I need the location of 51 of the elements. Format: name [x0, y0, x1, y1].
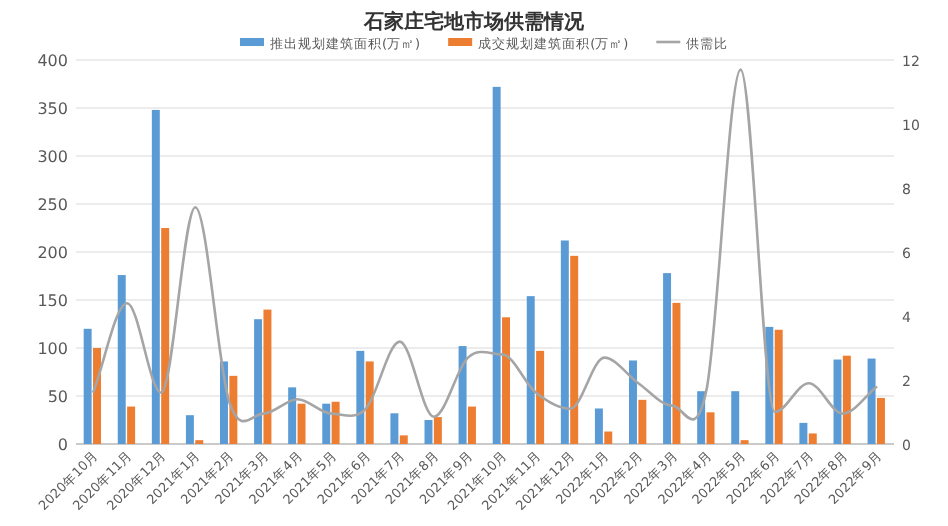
bar [322, 403, 331, 444]
bar [876, 397, 885, 444]
bar [390, 413, 399, 444]
y-tick-label: 100 [37, 340, 68, 358]
bar [536, 350, 545, 444]
bar [458, 346, 467, 444]
y-tick-label: 50 [47, 388, 68, 406]
chart-title: 石家庄宅地市场供需情况 [362, 10, 586, 34]
bar [433, 417, 442, 444]
bar [560, 240, 569, 444]
bar [799, 422, 808, 444]
bar [629, 360, 637, 444]
bar [117, 275, 126, 444]
bar [263, 309, 272, 444]
bar [706, 412, 715, 444]
bar [604, 431, 613, 444]
bar [808, 433, 817, 444]
bar [297, 403, 306, 444]
bar [254, 319, 263, 444]
y-tick-label: 400 [37, 52, 68, 70]
bar [663, 273, 672, 444]
bar [467, 406, 476, 444]
bar [502, 317, 511, 444]
bar [185, 415, 194, 444]
y-tick-label: 250 [37, 196, 68, 214]
y-tick-label: 0 [57, 436, 68, 454]
bar [331, 401, 340, 444]
bar [83, 328, 92, 444]
bar [594, 408, 603, 444]
bar [288, 387, 297, 444]
bar [774, 329, 783, 444]
bar [672, 302, 681, 444]
bar [356, 350, 365, 444]
y-tick-label: 350 [37, 100, 68, 118]
bar [842, 355, 851, 444]
bar [93, 348, 102, 444]
y-tick-label: 200 [37, 244, 68, 262]
bar [151, 109, 160, 444]
bar [570, 255, 579, 444]
bar [365, 361, 374, 444]
bar [399, 435, 408, 444]
bar [229, 375, 238, 444]
bar [731, 391, 740, 444]
bar [638, 399, 647, 444]
bar [492, 86, 501, 444]
bar [526, 296, 535, 444]
bar [867, 358, 876, 444]
bar [127, 406, 136, 444]
y-tick-label: 150 [37, 292, 68, 310]
bar [161, 228, 170, 444]
y-tick-label: 300 [37, 148, 68, 166]
